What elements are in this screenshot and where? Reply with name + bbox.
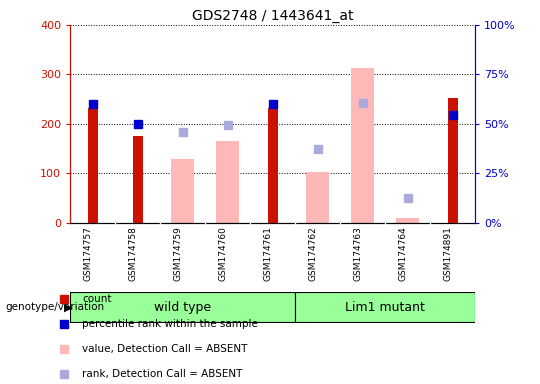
Text: GSM174763: GSM174763 <box>354 226 363 281</box>
Text: ▶: ▶ <box>64 302 72 312</box>
Bar <box>268 108 278 223</box>
Bar <box>396 218 419 223</box>
Text: GSM174758: GSM174758 <box>129 226 138 281</box>
Bar <box>307 172 329 223</box>
Text: GSM174759: GSM174759 <box>174 226 183 281</box>
Text: count: count <box>82 294 112 304</box>
Text: Lim1 mutant: Lim1 mutant <box>345 301 425 314</box>
Bar <box>295 293 475 322</box>
Text: GSM174761: GSM174761 <box>264 226 273 281</box>
Title: GDS2748 / 1443641_at: GDS2748 / 1443641_at <box>192 8 354 23</box>
Bar <box>448 98 458 223</box>
Text: percentile rank within the sample: percentile rank within the sample <box>82 319 258 329</box>
Text: GSM174891: GSM174891 <box>444 226 453 281</box>
Bar <box>172 159 194 223</box>
Bar <box>217 141 239 223</box>
Text: genotype/variation: genotype/variation <box>5 302 105 312</box>
Text: GSM174757: GSM174757 <box>84 226 93 281</box>
Text: rank, Detection Call = ABSENT: rank, Detection Call = ABSENT <box>82 369 242 379</box>
Bar <box>352 68 374 223</box>
Bar <box>87 108 98 223</box>
Bar <box>70 293 295 322</box>
Text: GSM174762: GSM174762 <box>309 226 318 281</box>
Text: wild type: wild type <box>154 301 211 314</box>
Text: GSM174760: GSM174760 <box>219 226 228 281</box>
Text: value, Detection Call = ABSENT: value, Detection Call = ABSENT <box>82 344 248 354</box>
Bar <box>133 136 143 223</box>
Text: GSM174764: GSM174764 <box>399 226 408 281</box>
